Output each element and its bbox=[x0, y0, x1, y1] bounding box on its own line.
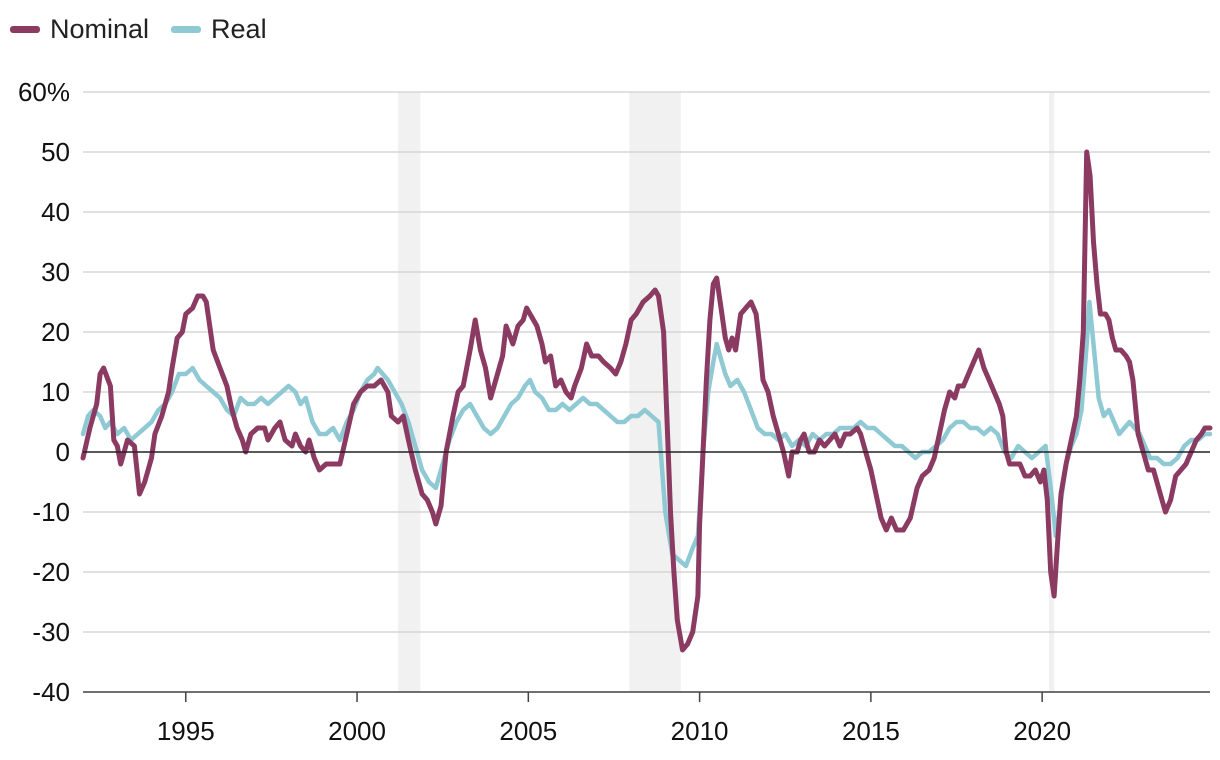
legend-item-real: Real bbox=[171, 14, 267, 45]
y-tick-label-10: 60% bbox=[18, 77, 70, 107]
series-nominal bbox=[80, 149, 1213, 653]
axes: -40 -30 -20 -10 0 10 20 30 40 50 60% 1995 2000 2005 20… bbox=[18, 77, 1210, 746]
series-real bbox=[80, 299, 1213, 569]
series-lines bbox=[80, 149, 1213, 653]
y-tick-label-0: -40 bbox=[32, 677, 70, 707]
x-tick-label-5: 2020 bbox=[1013, 716, 1071, 746]
x-tick-label-2: 2005 bbox=[499, 716, 557, 746]
legend-swatch-real bbox=[171, 26, 202, 33]
series-line-real bbox=[80, 299, 1213, 569]
y-tick-label-7: 30 bbox=[41, 257, 70, 287]
y-tick-label-9: 50 bbox=[41, 137, 70, 167]
series-line-nominal bbox=[80, 149, 1213, 653]
y-tick-label-6: 20 bbox=[41, 317, 70, 347]
legend-item-nominal: Nominal bbox=[10, 14, 149, 45]
x-tick-label-3: 2010 bbox=[671, 716, 729, 746]
legend-swatch-nominal bbox=[10, 26, 40, 33]
x-tick-label-4: 2015 bbox=[842, 716, 900, 746]
legend: Nominal Real bbox=[10, 14, 267, 45]
legend-label-real: Real bbox=[211, 14, 267, 44]
y-tick-label-1: -30 bbox=[32, 617, 70, 647]
y-tick-label-8: 40 bbox=[41, 197, 70, 227]
legend-label-nominal: Nominal bbox=[50, 14, 150, 44]
y-tick-label-4: 0 bbox=[56, 437, 70, 467]
x-tick-label-0: 1995 bbox=[157, 716, 215, 746]
x-tick-label-1: 2000 bbox=[328, 716, 386, 746]
y-tick-label-2: -20 bbox=[32, 557, 70, 587]
y-tick-label-3: -10 bbox=[32, 497, 70, 527]
y-tick-label-5: 10 bbox=[41, 377, 70, 407]
